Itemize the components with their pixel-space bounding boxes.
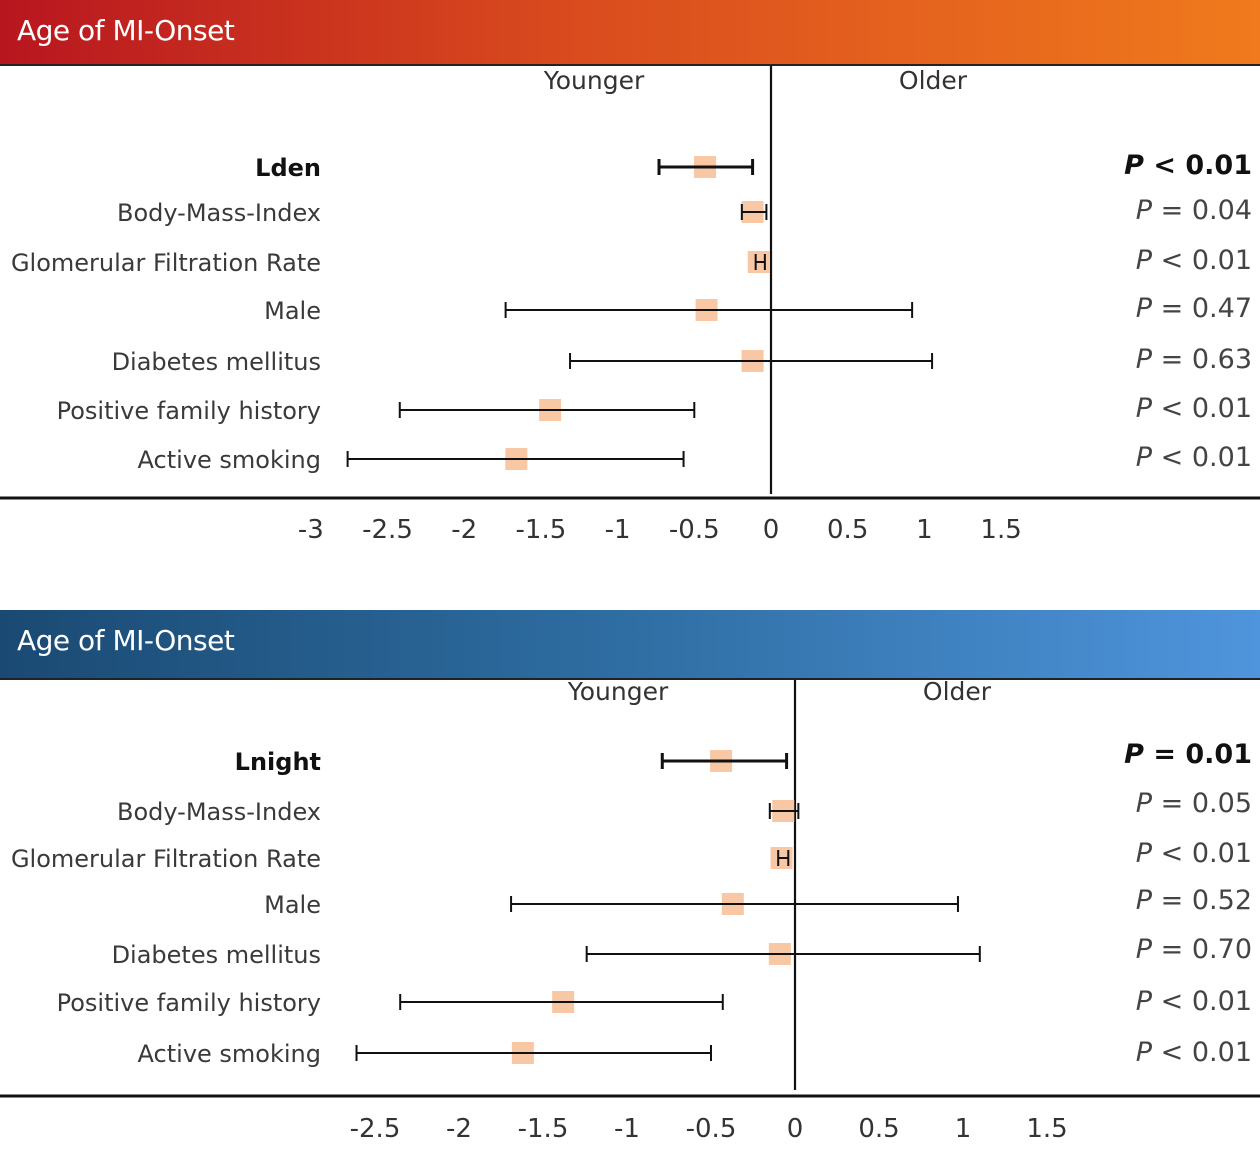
row-label: Active smoking [138, 446, 321, 474]
x-tick-label: -1.5 [516, 515, 567, 545]
x-tick-label: 0 [787, 1114, 804, 1144]
forest-plot-svg: Younger Older -3 -2.5 -2 -1.5 -1 -0.5 0 0.5 1 1.5 Ld… [0, 66, 1260, 545]
forest-row: Positive family history [57, 397, 696, 425]
forest-plot-lden: Age of MI-Onset Younger Older -3 -2.5 -2 -1.5… [0, 0, 1260, 560]
row-label: Positive family history [57, 989, 321, 1017]
x-tick-label: -1 [614, 1114, 640, 1144]
p-value: P < 0.01 [1135, 245, 1252, 276]
x-tick-label: 1.5 [1026, 1114, 1067, 1144]
p-value: P < 0.01 [1135, 1037, 1252, 1068]
forest-plot-svg: Younger Older -2.5 -2 -1.5 -1 -0.5 0 0.5 1 1.5 Lnig… [0, 680, 1260, 1144]
direction-label-older: Older [899, 66, 968, 95]
row-label: Body-Mass-Index [117, 199, 321, 227]
p-value: P < 0.01 [1135, 986, 1252, 1017]
x-tick-label: -1.5 [518, 1114, 569, 1144]
row-label: Glomerular Filtration Rate [11, 845, 321, 873]
forest-row: Glomerular Filtration Rate [11, 845, 793, 873]
forest-row: Active smoking [138, 446, 685, 474]
direction-label-older: Older [923, 680, 992, 706]
p-value: P = 0.63 [1135, 344, 1252, 375]
x-tick-label: 1 [955, 1114, 972, 1144]
x-tick-label: 0 [763, 515, 780, 545]
forest-row: Lnight [235, 748, 789, 776]
row-label: Glomerular Filtration Rate [11, 249, 321, 277]
x-tick-label: -2 [446, 1114, 472, 1144]
x-tick-label: -2.5 [362, 515, 413, 545]
p-value: P = 0.01 [1124, 739, 1252, 770]
x-tick-label: -2.5 [350, 1114, 401, 1144]
forest-plot-lnight: Age of MI-Onset Younger Older -2.5 -2 -1.5 -1… [0, 610, 1260, 1155]
row-label: Male [264, 297, 321, 325]
row-label: Lnight [235, 748, 321, 776]
x-tick-label: -1 [605, 515, 631, 545]
p-value: P < 0.01 [1135, 442, 1252, 473]
chart-title: Age of MI-Onset [17, 624, 235, 657]
title-banner: Age of MI-Onset [0, 0, 1260, 66]
row-label: Positive family history [57, 397, 321, 425]
row-label: Diabetes mellitus [112, 941, 321, 969]
forest-row: Positive family history [57, 989, 724, 1017]
forest-row: Glomerular Filtration Rate [11, 249, 770, 277]
x-tick-label: -3 [298, 515, 324, 545]
title-banner: Age of MI-Onset [0, 610, 1260, 680]
forest-row: Diabetes mellitus [112, 941, 981, 969]
forest-row: Active smoking [138, 1040, 712, 1068]
row-label: Lden [255, 154, 321, 182]
chart-title: Age of MI-Onset [17, 14, 235, 47]
forest-row: Male [264, 891, 959, 919]
forest-row: Body-Mass-Index [117, 798, 800, 826]
row-label: Diabetes mellitus [112, 348, 321, 376]
row-label: Body-Mass-Index [117, 798, 321, 826]
p-value: P = 0.52 [1135, 885, 1252, 916]
x-tick-label: 1.5 [980, 515, 1021, 545]
row-label: Male [264, 891, 321, 919]
forest-row: Body-Mass-Index [117, 199, 768, 227]
x-tick-label: -0.5 [669, 515, 720, 545]
p-value: P < 0.01 [1124, 150, 1252, 181]
p-value: P = 0.47 [1135, 293, 1252, 324]
direction-label-younger: Younger [567, 680, 669, 706]
x-tick-label: 0.5 [858, 1114, 899, 1144]
p-value: P = 0.70 [1135, 934, 1252, 965]
forest-row: Male [264, 297, 914, 325]
x-tick-label: 0.5 [827, 515, 868, 545]
p-value: P < 0.01 [1135, 838, 1252, 869]
x-tick-label: -2 [451, 515, 477, 545]
p-value: P = 0.05 [1135, 788, 1252, 819]
row-label: Active smoking [138, 1040, 321, 1068]
forest-row: Diabetes mellitus [112, 348, 934, 376]
x-tick-label: -0.5 [686, 1114, 737, 1144]
forest-row: Lden [255, 154, 755, 182]
direction-label-younger: Younger [543, 66, 645, 95]
p-value: P < 0.01 [1135, 393, 1252, 424]
x-tick-label: 1 [916, 515, 933, 545]
p-value: P = 0.04 [1135, 195, 1252, 226]
